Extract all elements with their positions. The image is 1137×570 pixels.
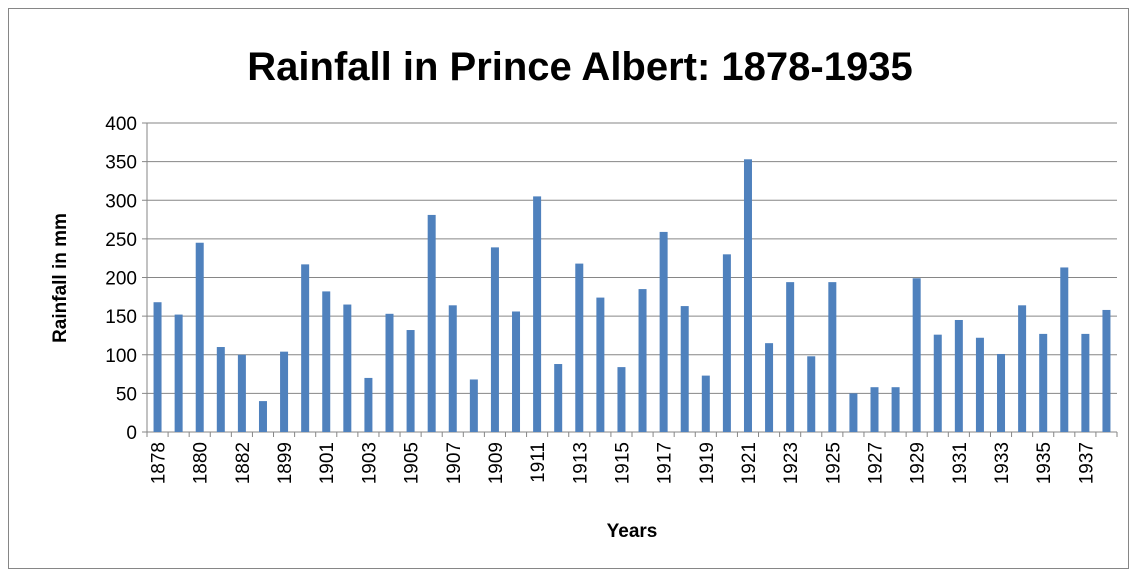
x-tick-label: 1933 [992,442,1013,484]
bar [617,367,626,432]
y-tick-label: 0 [126,423,137,444]
bar [912,278,921,432]
y-tick-label: 300 [105,191,137,212]
bar [680,306,689,432]
x-axis-label: Years [607,521,658,542]
bar [533,196,542,432]
x-tick-label: 1882 [233,442,254,484]
x-tick-label: 1899 [275,442,296,484]
bar [807,356,816,432]
y-tick-label: 250 [105,230,137,251]
x-tick-label: 1903 [359,442,380,484]
y-tick-label: 200 [105,269,137,290]
bar [701,375,710,432]
bar [1102,309,1111,432]
bar [258,401,267,432]
bar [469,379,478,432]
bar [385,313,394,432]
y-tick-label: 400 [105,114,137,135]
bar [891,387,900,432]
x-tick-label: 1878 [149,442,170,484]
bar [743,159,752,432]
x-tick-label: 1880 [191,442,212,484]
bar [1060,267,1069,432]
y-axis-label: Rainfall in mm [50,213,71,343]
x-tick-label: 1919 [697,442,718,484]
x-tick-label: 1913 [570,442,591,484]
bar [195,242,204,432]
x-tick-label: 1929 [908,442,929,484]
bar [954,319,963,432]
y-tick-label: 350 [105,153,137,174]
x-tick-label: 1927 [866,442,887,484]
bar [237,354,246,432]
bar [554,364,563,432]
y-tick-label: 50 [116,384,137,405]
x-tick-label: 1917 [655,442,676,484]
bar [849,393,858,432]
bar [1039,333,1048,432]
x-tick-label: 1923 [781,442,802,484]
bar [575,263,584,432]
bar [301,264,310,432]
bar [786,282,795,432]
bar [512,311,521,432]
x-tick-label: 1907 [444,442,465,484]
x-tick-label: 1909 [486,442,507,484]
bar [490,247,499,432]
chart-title: Rainfall in Prince Albert: 1878-1935 [247,45,912,89]
bar [322,291,331,432]
x-tick-label: 1915 [612,442,633,484]
bar [596,297,605,432]
bar [828,282,837,432]
bar [638,289,647,432]
bar [722,254,731,432]
x-tick-label: 1937 [1076,442,1097,484]
bar [216,347,225,432]
bar [280,351,289,432]
y-tick-label: 100 [105,346,137,367]
bar [933,334,942,432]
bar [153,302,162,432]
y-tick-label: 150 [105,307,137,328]
bar [174,314,183,432]
chart-border [8,8,1129,569]
bar [1018,305,1027,432]
x-tick-label: 1905 [402,442,423,484]
bar [659,231,668,432]
bar [364,377,373,432]
bar [448,305,457,432]
bar [427,214,436,432]
bar [343,304,352,432]
x-tick-label: 1911 [528,442,549,483]
bar [1081,333,1090,432]
bar [765,343,774,432]
x-tick-label: 1921 [739,442,760,484]
bar [997,353,1006,432]
x-tick-label: 1935 [1034,442,1055,484]
x-tick-label: 1931 [950,442,971,484]
bar [870,387,879,432]
x-tick-label: 1901 [317,442,338,484]
bar [975,337,984,432]
bar [406,330,415,432]
x-tick-label: 1925 [823,442,844,484]
